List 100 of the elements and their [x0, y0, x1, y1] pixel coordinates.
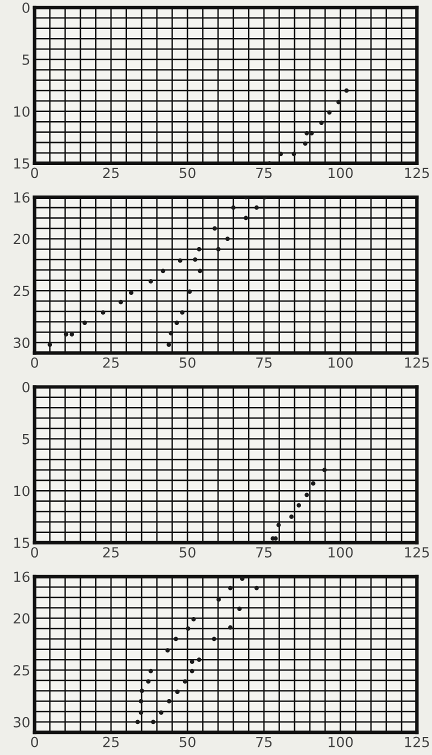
y-tick-label: 5	[22, 54, 30, 65]
point	[166, 342, 172, 347]
x-tick-label: 50	[180, 736, 196, 748]
point	[148, 279, 153, 284]
point	[228, 586, 233, 590]
y-tick-label: 20	[14, 234, 30, 244]
point	[304, 492, 309, 498]
point	[296, 503, 302, 508]
y-tick-label: 15	[14, 158, 30, 169]
point	[100, 310, 106, 315]
point	[212, 636, 216, 642]
x-tick-label: 100	[328, 357, 353, 368]
y-tick-label: 0	[22, 2, 30, 14]
point	[168, 331, 174, 336]
point	[160, 268, 166, 274]
point	[254, 205, 259, 210]
x-tick-label: 50	[180, 357, 196, 368]
point	[138, 699, 144, 704]
point	[70, 332, 74, 336]
point	[309, 130, 314, 136]
x-tick-label: 100	[328, 736, 353, 748]
point	[198, 268, 202, 274]
point	[254, 586, 259, 590]
point	[191, 617, 196, 622]
point	[187, 290, 192, 294]
point	[174, 320, 179, 326]
y-tick-label: 16	[14, 572, 30, 582]
y-tick-label: 30	[14, 338, 30, 348]
point	[327, 110, 332, 115]
point	[289, 514, 294, 519]
point	[231, 205, 236, 210]
y-tick-label: 5	[22, 434, 30, 444]
x-tick-label: 125	[405, 168, 429, 178]
point	[192, 257, 198, 262]
point	[303, 141, 308, 146]
x-tick-label: 75	[256, 168, 272, 178]
point	[174, 636, 178, 642]
x-tick-label: 0	[31, 357, 38, 368]
point	[212, 226, 217, 231]
y-tick-label: 10	[14, 106, 30, 117]
point	[304, 130, 309, 136]
y-tick-label: 20	[14, 613, 30, 624]
point	[322, 468, 327, 472]
point	[196, 657, 202, 662]
point	[140, 688, 144, 694]
point	[180, 310, 184, 315]
x-tick-label: 0	[31, 547, 38, 558]
point	[82, 320, 87, 326]
x-tick-label: 125	[405, 547, 429, 558]
x-tick-label: 125	[405, 357, 429, 368]
y-tick-label: 25	[14, 286, 30, 296]
y-tick-label: 30	[14, 716, 30, 728]
point	[182, 679, 188, 684]
point	[151, 720, 156, 724]
point	[166, 699, 172, 704]
point	[146, 679, 151, 684]
y-tick-label: 0	[22, 382, 30, 392]
x-tick-label: 75	[256, 736, 272, 748]
point	[196, 246, 202, 252]
point	[135, 720, 140, 724]
point	[237, 606, 242, 612]
point	[158, 710, 164, 715]
point	[228, 625, 233, 630]
y-tick-label: 25	[14, 665, 30, 676]
x-tick-label: 25	[103, 547, 119, 558]
x-tick-label: 25	[103, 357, 119, 368]
x-tick-label: 100	[328, 547, 353, 558]
x-tick-label: 50	[180, 547, 196, 558]
x-tick-label: 50	[180, 168, 196, 178]
point	[240, 576, 244, 581]
x-tick-label: 75	[256, 547, 272, 558]
point	[148, 668, 153, 674]
point	[48, 342, 52, 347]
point	[216, 597, 221, 602]
point	[129, 290, 134, 295]
point	[278, 152, 283, 156]
point	[178, 258, 182, 263]
point	[225, 236, 230, 241]
x-tick-label: 75	[256, 358, 272, 368]
point	[165, 648, 170, 653]
y-tick-label: 16	[14, 192, 30, 203]
x-tick-label: 125	[405, 736, 429, 748]
x-tick-label: 0	[31, 168, 38, 178]
x-tick-label: 100	[328, 168, 353, 178]
point	[244, 216, 248, 220]
point	[190, 660, 194, 664]
point	[216, 246, 221, 252]
point	[138, 710, 144, 715]
y-tick-label: 15	[14, 538, 30, 548]
x-tick-label: 25	[103, 168, 119, 178]
x-tick-label: 25	[103, 736, 119, 748]
y-tick-label: 10	[14, 486, 30, 496]
point	[64, 332, 68, 336]
point	[319, 120, 324, 125]
point	[190, 668, 194, 674]
point	[336, 100, 341, 104]
x-tick-label: 0	[31, 736, 38, 748]
point	[118, 300, 124, 304]
point	[292, 152, 296, 156]
point	[344, 88, 349, 93]
